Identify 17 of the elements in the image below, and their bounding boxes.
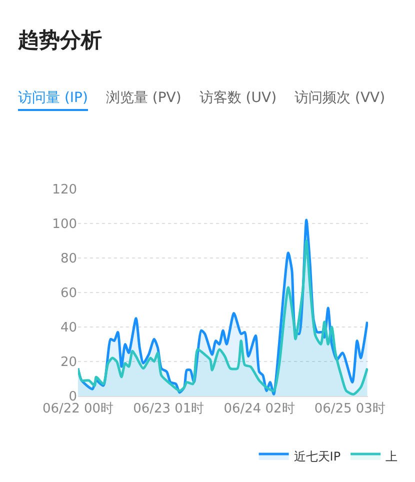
x-tick-label: 06/22 00时 <box>42 402 114 417</box>
legend-label: 近七天IP <box>294 450 341 464</box>
x-tick-label: 06/24 02时 <box>224 402 295 417</box>
text: 访客数 (UV) <box>199 90 277 108</box>
y-tick-label: 60 <box>60 286 77 302</box>
y-tick-label: 20 <box>60 355 77 370</box>
legend-label: 上 <box>386 450 398 464</box>
text: 浏览量 (PV) <box>106 90 182 108</box>
y-tick-label: 120 <box>52 182 77 198</box>
text: 访问频次 (VV) <box>294 90 386 108</box>
y-tick-label: 80 <box>60 252 77 267</box>
x-tick-label: 06/25 03时 <box>314 402 386 417</box>
chart-title: 趋势分析 <box>18 27 102 54</box>
text: 访问量 (IP) <box>18 90 88 111</box>
y-tick-label: 40 <box>60 320 77 336</box>
y-tick-label: 100 <box>52 217 77 232</box>
x-tick-label: 06/23 01时 <box>133 402 204 417</box>
